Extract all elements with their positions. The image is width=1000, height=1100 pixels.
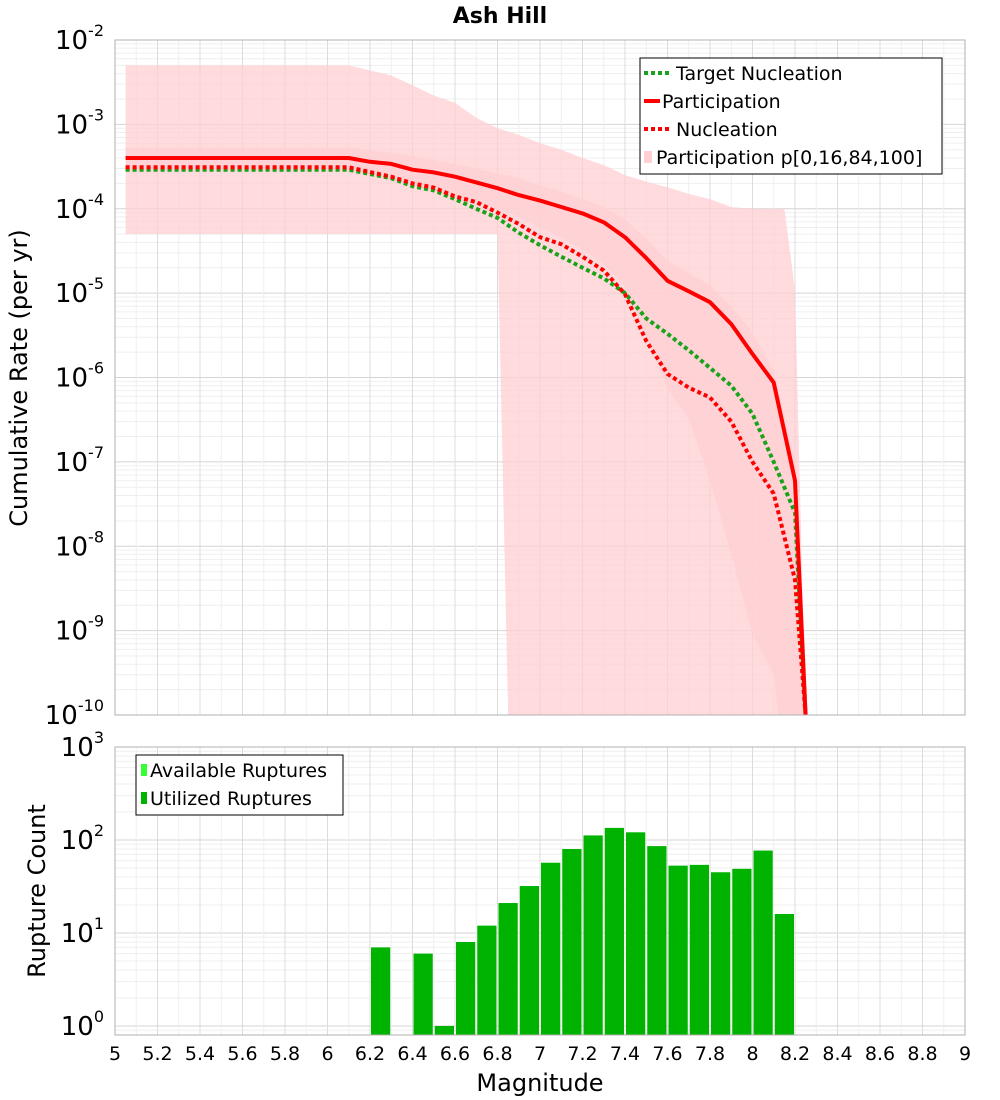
rupture-count-y-axis-label: Rupture Count (23, 804, 51, 978)
rupture-count-bar (456, 942, 476, 1035)
x-tick-label: 6.8 (482, 1043, 512, 1065)
x-tick-label: 8.6 (865, 1043, 895, 1065)
rate-plot-legend: Target Nucleation Participation Nucleation… (639, 57, 943, 175)
x-tick-label: 8 (746, 1043, 758, 1065)
rupture-count-legend: Available Ruptures Utilized Ruptures (135, 754, 344, 816)
y-tick-label: 10-4 (55, 190, 104, 225)
y-tick-label: 10-6 (55, 359, 104, 394)
rupture-count-bar (689, 864, 709, 1035)
rupture-count-frame (114, 746, 966, 1036)
rupture-count-panel: 103 102 101 100 5 5.2 5.4 5.6 5.8 6 6.2 6.4 6.6 6.8 7… (23, 728, 971, 1097)
rupture-count-bar (626, 832, 646, 1035)
x-tick-label: 8.8 (907, 1043, 937, 1065)
y-tick-label: 10-10 (45, 696, 104, 731)
x-tick-label: 7.2 (567, 1043, 597, 1065)
legend-swatch (644, 151, 652, 163)
y-tick-label: 103 (61, 728, 104, 763)
rupture-count-bar (732, 868, 752, 1035)
series-line-nucleation (125, 165, 808, 716)
legend-label: Nucleation (676, 119, 778, 141)
x-tick-label: 5.2 (142, 1043, 172, 1065)
legend-box (135, 754, 344, 816)
x-tick-label: 7.6 (652, 1043, 682, 1065)
y-tick-label: 10-5 (55, 274, 104, 309)
magnitude-x-ticks: 5 5.2 5.4 5.6 5.8 6 6.2 6.4 6.6 6.8 7 7.2 7.4 7.6 7.8 8… (109, 1043, 971, 1065)
x-tick-label: 6.2 (355, 1043, 385, 1065)
series-line-target-nucleation (125, 167, 808, 716)
legend-label: Participation (662, 91, 781, 113)
uncertainty-band-1 (125, 147, 806, 715)
rupture-count-bar (604, 827, 624, 1035)
y-tick-label: 101 (61, 914, 104, 949)
rupture-count-bar (498, 903, 518, 1035)
chart-title: Ash Hill (453, 4, 547, 29)
rate-plot-frame (114, 39, 966, 716)
y-tick-label: 100 (61, 1007, 104, 1042)
rupture-count-bar (774, 914, 794, 1035)
y-tick-label: 102 (61, 821, 104, 856)
x-tick-label: 5.6 (227, 1043, 257, 1065)
x-tick-label: 8.4 (822, 1043, 852, 1065)
rupture-count-bar (668, 865, 688, 1035)
y-tick-label: 10-3 (55, 105, 104, 140)
x-tick-label: 9 (959, 1043, 971, 1065)
rate-plot-y-axis-label: Cumulative Rate (per yr) (5, 229, 33, 527)
rupture-count-bar (371, 947, 391, 1035)
rate-plot-lines (125, 156, 808, 716)
rupture-count-bar (711, 872, 731, 1035)
rate-plot-bands (125, 65, 806, 715)
uncertainty-band-0 (125, 65, 806, 715)
x-tick-label: 5.8 (270, 1043, 300, 1065)
legend-label: Utilized Ruptures (150, 788, 312, 810)
x-tick-label: 6.6 (440, 1043, 470, 1065)
y-tick-label: 10-7 (55, 443, 104, 478)
rupture-count-bar (562, 849, 582, 1035)
y-tick-label: 10-8 (55, 527, 104, 562)
legend-label: Participation p[0,16,84,100] (656, 147, 922, 169)
rupture-count-bar (647, 846, 667, 1035)
rate-plot-panel: 10-2 10-3 10-4 10-5 10-6 10-7 10-8 10-9 10-10 Cu… (5, 21, 966, 731)
x-tick-label: 5 (109, 1043, 121, 1065)
series-line-participation (125, 156, 808, 716)
y-tick-label: 10-2 (55, 21, 104, 56)
rupture-count-bar (413, 953, 433, 1035)
rupture-count-bar (753, 850, 773, 1035)
rupture-count-bar (434, 1025, 454, 1035)
rupture-count-y-ticks: 103 102 101 100 (61, 728, 104, 1042)
legend-label: Target Nucleation (675, 63, 843, 85)
magnitude-x-axis-label: Magnitude (476, 1069, 603, 1097)
legend-swatch (141, 764, 147, 776)
x-tick-label: 5.4 (185, 1043, 215, 1065)
x-tick-label: 6.4 (397, 1043, 427, 1065)
rupture-count-bar (583, 835, 603, 1035)
legend-label: Available Ruptures (150, 760, 327, 782)
y-tick-label: 10-9 (55, 612, 104, 647)
rupture-count-bars (371, 827, 794, 1035)
x-tick-label: 7 (534, 1043, 546, 1065)
x-tick-label: 8.2 (780, 1043, 810, 1065)
rupture-count-bar (477, 925, 497, 1035)
rupture-count-bar (519, 886, 539, 1035)
rate-plot-y-ticks: 10-2 10-3 10-4 10-5 10-6 10-7 10-8 10-9 10-10 (45, 21, 104, 731)
legend-box (639, 57, 943, 175)
x-tick-label: 6 (321, 1043, 333, 1065)
x-tick-label: 7.8 (695, 1043, 725, 1065)
legend-swatch (141, 792, 147, 804)
x-tick-label: 7.4 (610, 1043, 640, 1065)
rupture-count-bar (541, 862, 561, 1035)
